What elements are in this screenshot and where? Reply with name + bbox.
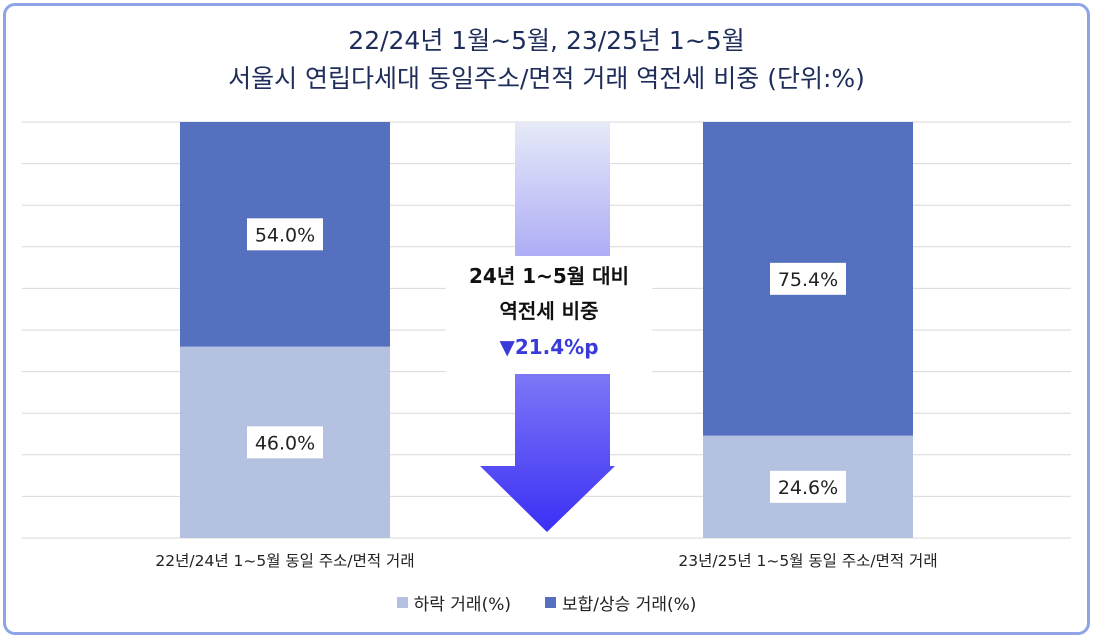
chart-legend: 하락 거래(%) 보합/상승 거래(%) [0,590,1093,615]
x-tick-label: 23년/25년 1~5월 동일 주소/면적 거래 [678,552,937,570]
legend-label-decline: 하락 거래(%) [413,595,511,615]
annotation-line1: 24년 1~5월 대비 [469,264,629,288]
data-label-box [770,470,846,503]
data-label-box [770,262,846,295]
legend-label-flat-rise: 보합/상승 거래(%) [562,595,697,615]
data-label-box [247,218,323,251]
data-label: 46.0% [255,432,315,454]
data-label: 75.4% [778,269,838,291]
annotation-box [446,256,652,374]
legend-item-flat-rise: 보합/상승 거래(%) [545,590,696,615]
data-label: 54.0% [255,224,315,246]
data-label-box [247,426,323,459]
legend-swatch-flat-rise [545,597,556,608]
annotation-line2: 역전세 비중 [500,299,599,323]
legend-item-decline: 하락 거래(%) [396,590,511,615]
x-tick-label: 22년/24년 1~5월 동일 주소/면적 거래 [155,552,414,570]
chart-title-line1: 22/24년 1월~5월, 23/25년 1~5월 [348,26,745,55]
chart-title-line2: 서울시 연립다세대 동일주소/면적 거래 역전세 비중 (단위:%) [228,64,865,93]
annotation-change: ▼21.4%p [499,335,598,359]
data-label: 24.6% [778,477,838,499]
legend-swatch-decline [396,597,408,608]
